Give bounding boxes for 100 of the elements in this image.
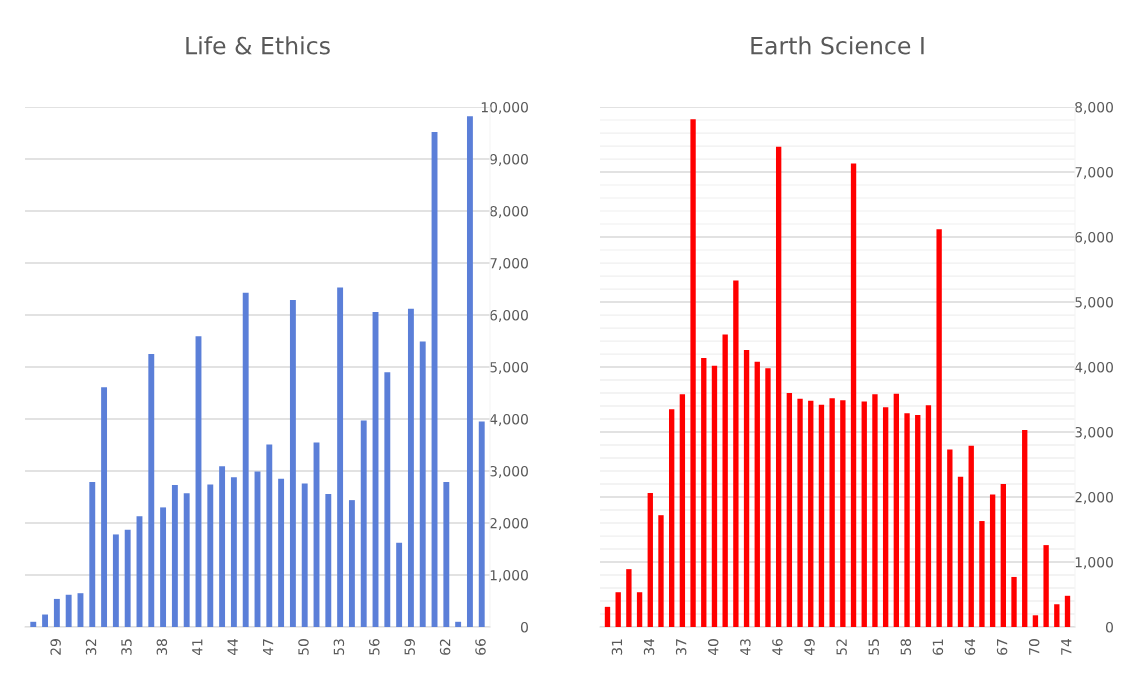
y-tick-label: 6,000 (1075, 231, 1113, 244)
bar (396, 542, 403, 627)
y-tick-label: 0 (520, 621, 528, 633)
x-tick-label: 32 (85, 639, 97, 655)
bar (65, 594, 72, 627)
bar (968, 445, 974, 627)
x-tick-label: 67 (996, 639, 1008, 655)
bar (219, 466, 226, 627)
bar (230, 477, 237, 627)
x-tick-label: 74 (1061, 638, 1072, 655)
bar (925, 405, 932, 627)
bar (466, 116, 473, 627)
bar (658, 515, 664, 627)
bar (797, 398, 803, 627)
bar (160, 507, 167, 627)
bar (786, 393, 793, 627)
x-tick-label: 53 (333, 639, 345, 655)
bar (915, 415, 921, 627)
bar (711, 365, 718, 627)
bar (124, 529, 131, 627)
y-tick-label: 3,000 (1075, 426, 1113, 439)
bar (808, 400, 814, 627)
x-tick-label: 70 (1028, 639, 1040, 655)
bar (266, 444, 273, 627)
bar (407, 308, 414, 627)
x-tick-label: 34 (643, 638, 655, 655)
bar (1064, 595, 1071, 627)
bar (872, 394, 878, 627)
bar (615, 592, 621, 627)
x-tick-label: 46 (772, 638, 783, 656)
chart-title: Life & Ethics (186, 36, 330, 55)
bar (1022, 430, 1028, 627)
x-tick-label: 55 (868, 639, 879, 655)
bar (301, 483, 308, 627)
bar (679, 394, 686, 627)
bar (701, 357, 707, 627)
bar (775, 146, 782, 627)
x-tick-label: 43 (740, 639, 751, 656)
x-tick-label: 50 (298, 639, 309, 655)
bar (360, 420, 367, 627)
y-tick-label: 2,000 (1075, 491, 1113, 504)
bar (722, 334, 728, 627)
bar (112, 534, 119, 627)
bar (957, 476, 964, 627)
y-tick-label: 4,000 (1074, 361, 1113, 374)
bar (89, 481, 96, 627)
y-tick-label: 10,000 (481, 101, 528, 114)
y-tick-label: 5,000 (490, 361, 528, 374)
bar (278, 478, 285, 627)
bar (348, 500, 355, 627)
x-tick-label: 35 (121, 639, 132, 655)
x-tick-label: 59 (404, 639, 415, 655)
bar (325, 493, 332, 627)
bar (207, 484, 214, 627)
x-tick-label: 31 (611, 639, 623, 655)
bar (455, 621, 462, 627)
bar (840, 400, 846, 627)
bar (669, 409, 675, 627)
bar (42, 614, 49, 627)
bar (765, 368, 771, 627)
x-tick-label: 40 (707, 639, 719, 656)
y-tick-label: 5,000 (1075, 296, 1113, 309)
y-tick-label: 7,000 (490, 257, 528, 270)
bar (1043, 545, 1049, 627)
bar (979, 521, 985, 627)
bar (53, 598, 60, 627)
bar (936, 229, 942, 627)
bar (604, 606, 611, 627)
x-tick-label: 61 (932, 639, 944, 655)
bar (289, 299, 296, 627)
bar (818, 404, 825, 627)
x-tick-label: 66 (475, 638, 486, 655)
x-tick-label: 58 (900, 639, 912, 655)
x-tick-label: 62 (439, 639, 451, 655)
bar (171, 485, 178, 627)
bar (743, 350, 750, 627)
y-tick-label: 0 (1105, 621, 1113, 633)
bar (242, 292, 249, 627)
x-tick-label: 37 (675, 639, 687, 655)
bar (690, 119, 696, 627)
bar (861, 401, 867, 627)
bar (626, 569, 632, 627)
bar (733, 280, 739, 627)
bar (989, 494, 996, 627)
y-tick-label: 1,000 (1075, 556, 1113, 569)
y-tick-label: 2,000 (490, 517, 528, 530)
bar (478, 421, 485, 627)
bar (419, 341, 426, 627)
bar (947, 449, 953, 627)
y-tick-label: 7,000 (1075, 166, 1113, 179)
bar (1032, 615, 1039, 627)
bar (1011, 576, 1017, 627)
bar (829, 398, 835, 627)
x-tick-label: 44 (227, 638, 238, 656)
x-tick-label: 64 (964, 638, 976, 655)
bar (101, 387, 108, 627)
y-tick-label: 3,000 (490, 465, 528, 478)
chart-title: Earth Science Ⅰ (751, 36, 924, 55)
bar (636, 592, 643, 627)
bar (882, 407, 889, 627)
